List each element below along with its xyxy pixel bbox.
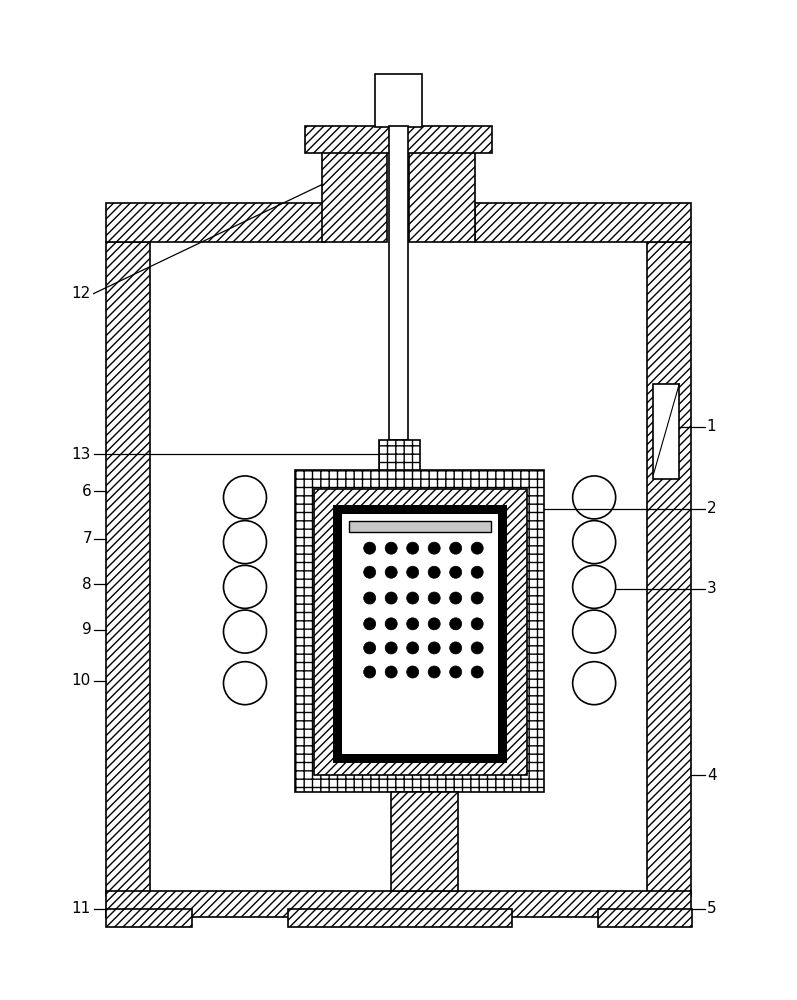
- Circle shape: [428, 566, 440, 578]
- Bar: [654, 384, 679, 479]
- Bar: [288, 908, 512, 927]
- Circle shape: [471, 642, 483, 654]
- Circle shape: [385, 542, 397, 554]
- Text: 11: 11: [71, 901, 90, 916]
- Bar: [295, 470, 544, 792]
- Circle shape: [471, 618, 483, 630]
- Text: 9: 9: [82, 622, 92, 637]
- Text: 1: 1: [707, 419, 717, 434]
- Bar: [106, 203, 325, 242]
- Text: 4: 4: [707, 768, 717, 783]
- Circle shape: [223, 662, 266, 705]
- Circle shape: [573, 662, 615, 705]
- Text: 10: 10: [71, 673, 90, 688]
- Circle shape: [428, 542, 440, 554]
- Bar: [646, 242, 691, 896]
- Circle shape: [450, 666, 461, 678]
- Text: 12: 12: [71, 286, 90, 301]
- Circle shape: [385, 666, 397, 678]
- Text: 3: 3: [707, 581, 717, 596]
- Bar: [409, 152, 474, 242]
- Bar: [305, 126, 492, 153]
- Circle shape: [450, 618, 461, 630]
- Bar: [106, 908, 191, 927]
- Circle shape: [363, 566, 375, 578]
- Circle shape: [573, 610, 615, 653]
- Bar: [598, 908, 692, 927]
- Bar: [379, 440, 419, 470]
- Circle shape: [363, 592, 375, 604]
- Bar: [390, 126, 408, 440]
- Bar: [348, 520, 491, 746]
- Circle shape: [223, 565, 266, 608]
- Circle shape: [450, 542, 461, 554]
- Bar: [106, 242, 151, 896]
- Circle shape: [223, 476, 266, 519]
- Circle shape: [428, 666, 440, 678]
- Text: 2: 2: [707, 501, 717, 516]
- Circle shape: [223, 610, 266, 653]
- Circle shape: [385, 618, 397, 630]
- Circle shape: [385, 592, 397, 604]
- Circle shape: [363, 666, 375, 678]
- Circle shape: [406, 666, 418, 678]
- Circle shape: [471, 666, 483, 678]
- Circle shape: [428, 592, 440, 604]
- Bar: [106, 891, 691, 917]
- Text: 7: 7: [82, 531, 92, 546]
- Bar: [474, 203, 691, 242]
- Circle shape: [406, 566, 418, 578]
- Circle shape: [450, 566, 461, 578]
- Circle shape: [223, 521, 266, 564]
- Circle shape: [406, 618, 418, 630]
- Bar: [391, 792, 458, 891]
- Text: 8: 8: [82, 577, 92, 592]
- Text: 13: 13: [71, 447, 90, 462]
- Circle shape: [385, 642, 397, 654]
- Circle shape: [406, 642, 418, 654]
- Circle shape: [363, 642, 375, 654]
- Circle shape: [573, 521, 615, 564]
- Bar: [323, 152, 387, 242]
- Circle shape: [428, 618, 440, 630]
- Circle shape: [471, 592, 483, 604]
- Circle shape: [471, 566, 483, 578]
- Circle shape: [471, 542, 483, 554]
- Circle shape: [406, 542, 418, 554]
- Bar: [349, 521, 491, 532]
- Circle shape: [573, 565, 615, 608]
- Bar: [375, 74, 422, 127]
- Circle shape: [450, 592, 461, 604]
- Text: 5: 5: [707, 901, 717, 916]
- Circle shape: [573, 476, 615, 519]
- Circle shape: [385, 566, 397, 578]
- Text: 6: 6: [82, 484, 92, 499]
- Circle shape: [406, 592, 418, 604]
- Bar: [337, 509, 502, 758]
- Circle shape: [428, 642, 440, 654]
- Circle shape: [363, 618, 375, 630]
- Bar: [314, 489, 527, 775]
- Circle shape: [363, 542, 375, 554]
- Circle shape: [450, 642, 461, 654]
